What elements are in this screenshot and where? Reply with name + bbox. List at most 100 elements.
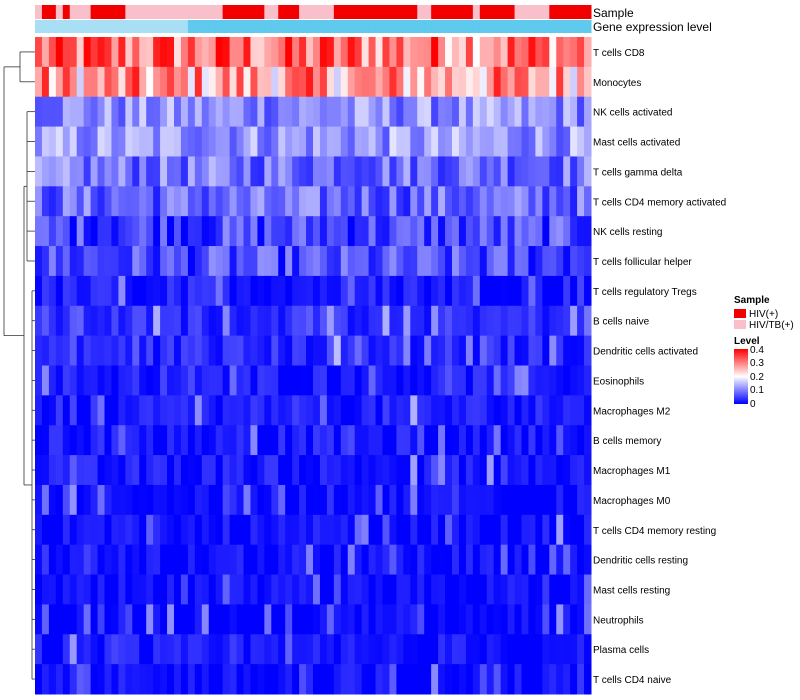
heatmap-cell xyxy=(556,246,564,277)
heatmap-cell xyxy=(417,275,425,307)
heatmap-cell xyxy=(403,66,411,98)
heatmap-cell xyxy=(431,514,439,546)
heatmap-cell xyxy=(271,604,279,635)
heatmap-cell xyxy=(438,514,446,546)
heatmap-cell xyxy=(479,514,488,546)
heatmap-cell xyxy=(577,37,585,68)
heatmap-cell xyxy=(174,305,182,337)
heatmap-cell xyxy=(333,365,342,396)
heatmap-cell xyxy=(458,365,467,396)
gene-level-cell xyxy=(215,20,224,33)
heatmap-cell xyxy=(514,156,522,187)
heatmap-cell xyxy=(347,484,356,516)
heatmap-cell xyxy=(507,365,516,396)
heatmap-cell xyxy=(535,66,543,98)
heatmap-cell xyxy=(521,365,529,396)
heatmap-cell xyxy=(167,634,175,665)
heatmap-cell xyxy=(187,425,196,456)
heatmap-cell xyxy=(542,37,550,68)
heatmap-cell xyxy=(431,664,439,695)
heatmap-cell xyxy=(292,574,300,605)
heatmap-cell xyxy=(229,186,238,217)
heatmap-cell xyxy=(382,275,390,307)
heatmap-cell xyxy=(55,604,64,635)
heatmap-cell xyxy=(55,246,64,277)
heatmap-cell xyxy=(396,246,404,277)
heatmap-cell xyxy=(229,365,238,396)
heatmap-cell xyxy=(563,514,571,546)
heatmap-cell xyxy=(236,664,244,695)
heatmap-cell xyxy=(139,395,147,426)
heatmap-cell xyxy=(167,216,175,247)
heatmap-cell xyxy=(180,156,189,187)
heatmap-cell xyxy=(313,544,321,576)
heatmap-cell xyxy=(452,305,460,337)
heatmap-cell xyxy=(354,574,363,605)
heatmap-cell xyxy=(549,455,557,486)
heatmap-cell xyxy=(368,634,377,665)
heatmap-cell xyxy=(250,425,258,456)
heatmap-cell xyxy=(236,425,244,456)
heatmap-cell xyxy=(257,305,265,337)
heatmap-cell xyxy=(250,246,258,277)
heatmap-cell xyxy=(111,544,119,576)
gene-level-cell xyxy=(194,20,203,33)
heatmap-cell xyxy=(229,305,238,337)
sample-cell xyxy=(389,5,397,19)
heatmap-cell xyxy=(180,425,189,456)
heatmap-cell xyxy=(243,514,251,546)
heatmap-cell xyxy=(493,186,502,217)
heatmap-cell xyxy=(319,305,328,337)
heatmap-cell xyxy=(368,484,377,516)
heatmap-cell xyxy=(479,216,488,247)
heatmap-cell xyxy=(403,514,411,546)
heatmap-cell xyxy=(180,275,189,307)
heatmap-cell xyxy=(445,156,453,187)
heatmap-cell xyxy=(118,335,126,366)
heatmap-cell xyxy=(521,37,529,68)
heatmap-cell xyxy=(76,425,85,456)
heatmap-cell xyxy=(507,66,516,98)
heatmap-cell xyxy=(361,514,370,546)
heatmap-cell xyxy=(139,126,147,157)
heatmap-cell xyxy=(570,275,578,307)
heatmap-cell xyxy=(118,604,126,635)
heatmap-cell xyxy=(500,66,509,98)
heatmap-cell xyxy=(403,96,411,128)
heatmap-cell xyxy=(201,484,210,516)
heatmap-cell xyxy=(299,216,307,247)
heatmap-cell xyxy=(243,37,251,68)
gene-level-cell xyxy=(236,20,244,33)
heatmap-cell xyxy=(396,335,404,366)
heatmap-cell xyxy=(389,425,397,456)
heatmap-cell xyxy=(340,365,349,396)
heatmap-cell xyxy=(452,455,460,486)
heatmap-cell xyxy=(424,37,432,68)
heatmap-cell xyxy=(222,574,231,605)
heatmap-cell xyxy=(48,335,57,366)
heatmap-cell xyxy=(465,156,474,187)
heatmap-cell xyxy=(111,425,119,456)
heatmap-cell xyxy=(389,156,397,187)
heatmap-cell xyxy=(445,216,453,247)
heatmap-cell xyxy=(431,484,439,516)
heatmap-cell xyxy=(257,514,265,546)
heatmap-cell xyxy=(514,186,522,217)
heatmap-cell xyxy=(48,664,57,695)
heatmap-cell xyxy=(493,544,502,576)
heatmap-cell xyxy=(69,246,78,277)
heatmap-cell xyxy=(431,305,439,337)
sample-cell xyxy=(139,5,147,19)
heatmap-cell xyxy=(83,544,92,576)
heatmap-cell xyxy=(584,126,592,157)
heatmap-cell xyxy=(479,305,488,337)
heatmap-cell xyxy=(299,544,307,576)
heatmap-cell xyxy=(403,425,411,456)
heatmap-cell xyxy=(187,664,196,695)
heatmap-cell xyxy=(174,216,182,247)
heatmap-cell xyxy=(417,425,425,456)
gene-expression-track-label: Gene expression level xyxy=(593,20,712,34)
heatmap-cell xyxy=(445,544,453,576)
heatmap-cell xyxy=(549,634,557,665)
heatmap-cell xyxy=(326,425,335,456)
